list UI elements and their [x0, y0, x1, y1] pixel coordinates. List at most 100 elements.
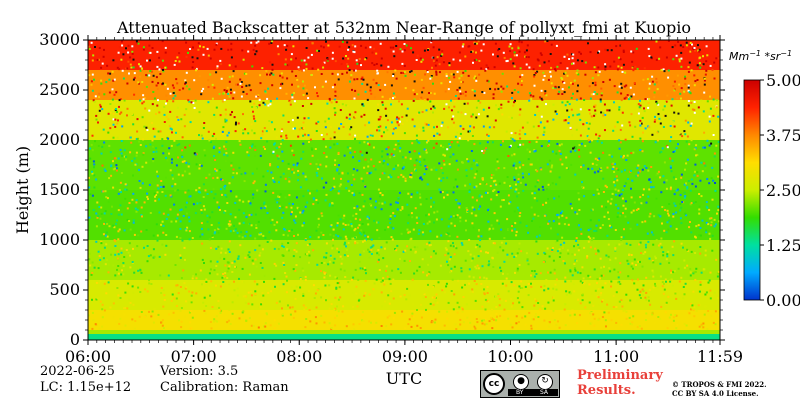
speckle-cell — [535, 240, 538, 243]
speckle-cell — [106, 64, 109, 67]
speckle-cell — [325, 181, 328, 184]
speckle-cell — [380, 57, 383, 60]
speckle-cell — [637, 171, 640, 174]
speckle-cell — [117, 209, 120, 212]
speckle-cell — [164, 66, 167, 69]
speckle-cell — [694, 278, 697, 281]
speckle-cell — [107, 271, 110, 274]
speckle-cell — [376, 69, 379, 72]
speckle-cell — [216, 65, 219, 68]
speckle-cell — [379, 192, 382, 194]
speckle-cell — [560, 212, 562, 215]
speckle-cell — [654, 255, 657, 258]
speckle-cell — [283, 44, 286, 47]
speckle-cell — [401, 50, 404, 53]
speckle-cell — [579, 97, 582, 100]
speckle-cell — [485, 68, 488, 71]
speckle-cell — [238, 317, 241, 320]
speckle-cell — [235, 121, 237, 124]
speckle-cell — [629, 299, 632, 302]
speckle-cell — [157, 313, 160, 316]
speckle-cell — [606, 109, 609, 112]
speckle-cell — [426, 71, 429, 73]
speckle-cell — [588, 85, 591, 88]
speckle-cell — [337, 192, 340, 195]
speckle-cell — [446, 232, 449, 235]
speckle-cell — [660, 68, 663, 71]
speckle-cell — [714, 310, 717, 313]
speckle-cell — [242, 113, 244, 116]
speckle-cell — [292, 127, 295, 130]
speckle-cell — [225, 91, 228, 93]
speckle-cell — [650, 56, 653, 59]
speckle-cell — [673, 240, 676, 243]
speckle-cell — [647, 195, 650, 198]
speckle-cell — [323, 61, 326, 64]
speckle-cell — [465, 229, 467, 232]
speckle-cell — [346, 146, 349, 149]
speckle-cell — [295, 285, 298, 288]
speckle-cell — [428, 241, 431, 244]
speckle-cell — [225, 141, 228, 143]
speckle-cell — [596, 278, 599, 281]
speckle-cell — [507, 228, 510, 231]
speckle-cell — [402, 175, 405, 178]
speckle-cell — [149, 59, 151, 62]
speckle-cell — [444, 291, 446, 294]
speckle-cell — [403, 259, 406, 262]
speckle-cell — [106, 187, 109, 190]
speckle-cell — [445, 73, 448, 76]
speckle-cell — [467, 74, 470, 77]
person-icon: ● — [513, 374, 529, 390]
speckle-cell — [410, 325, 413, 328]
speckle-cell — [615, 193, 618, 196]
speckle-cell — [131, 159, 134, 162]
speckle-cell — [688, 226, 691, 229]
speckle-cell — [592, 194, 595, 196]
speckle-cell — [576, 212, 579, 215]
speckle-cell — [301, 267, 304, 270]
speckle-cell — [647, 106, 650, 109]
speckle-cell — [651, 75, 654, 78]
speckle-cell — [334, 324, 337, 327]
speckle-cell — [224, 120, 227, 123]
speckle-cell — [427, 263, 430, 266]
speckle-cell — [234, 229, 237, 232]
speckle-cell — [145, 74, 148, 77]
speckle-cell — [184, 191, 187, 194]
speckle-cell — [116, 287, 119, 289]
speckle-cell — [643, 67, 646, 70]
speckle-cell — [625, 242, 628, 245]
speckle-cell — [344, 235, 347, 238]
speckle-cell — [118, 105, 120, 108]
speckle-cell — [323, 261, 326, 264]
speckle-cell — [564, 119, 567, 122]
speckle-cell — [121, 44, 124, 47]
speckle-cell — [415, 158, 418, 161]
speckle-cell — [152, 234, 155, 237]
speckle-cell — [212, 188, 215, 191]
speckle-cell — [619, 58, 622, 61]
speckle-cell — [632, 209, 635, 212]
speckle-cell — [614, 125, 616, 128]
speckle-cell — [311, 148, 313, 151]
speckle-cell — [433, 296, 436, 299]
speckle-cell — [436, 235, 439, 238]
speckle-cell — [153, 135, 156, 138]
speckle-cell — [565, 290, 568, 293]
speckle-cell — [531, 220, 533, 222]
speckle-cell — [255, 224, 258, 227]
speckle-cell — [203, 309, 206, 312]
speckle-cell — [688, 143, 691, 146]
speckle-cell — [117, 265, 120, 267]
speckle-cell — [397, 268, 400, 271]
speckle-cell — [209, 321, 212, 323]
speckle-cell — [673, 270, 676, 273]
speckle-cell — [149, 143, 152, 146]
speckle-cell — [508, 146, 511, 148]
speckle-cell — [356, 205, 359, 208]
speckle-cell — [261, 67, 264, 70]
speckle-cell — [495, 306, 498, 308]
speckle-cell — [198, 186, 201, 189]
speckle-cell — [412, 51, 415, 54]
